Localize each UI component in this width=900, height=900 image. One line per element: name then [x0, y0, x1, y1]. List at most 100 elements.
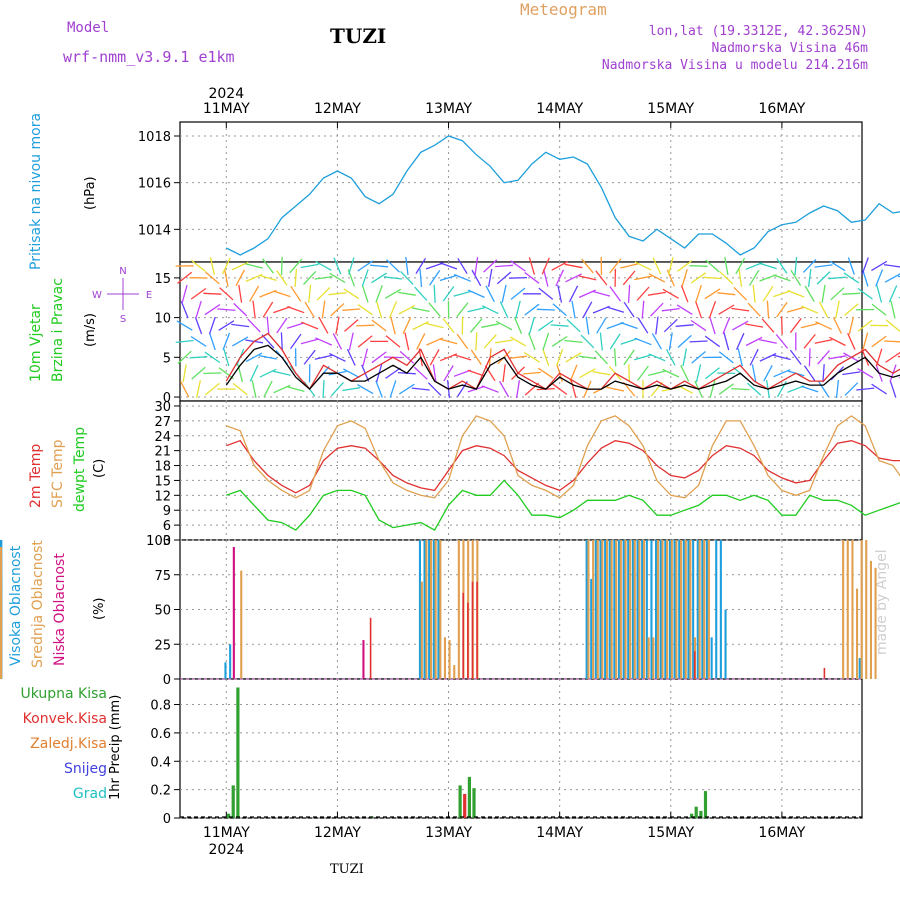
wind-arrow	[663, 318, 678, 333]
wind-arrow	[748, 269, 760, 286]
wind-arrow	[690, 319, 707, 332]
cloud-bar-0	[604, 540, 607, 679]
wind-arrow	[842, 292, 861, 295]
wind-arrow	[232, 382, 248, 396]
cloud-bar-0	[590, 578, 593, 679]
wind-arrow	[800, 385, 819, 393]
wind-arrow	[578, 355, 597, 360]
wind-arrow	[204, 382, 220, 396]
cloud-bar-0	[224, 662, 227, 679]
wind-arrow	[344, 319, 359, 332]
wind-arrow	[404, 332, 410, 351]
wind-arrow	[622, 270, 636, 286]
wind-arrow	[261, 334, 275, 349]
date-label-bottom: 14MAY	[536, 825, 583, 841]
wind-arrow	[871, 383, 888, 395]
wind-arrow	[383, 276, 402, 280]
wind-arrow	[194, 316, 203, 335]
wind-arrow	[668, 332, 673, 351]
wind-arrow	[287, 305, 305, 314]
wind-arrow	[776, 258, 788, 274]
cloud-bar-1	[707, 540, 710, 679]
wind-arrow	[652, 257, 662, 275]
wind-arrow	[885, 319, 900, 332]
cloud-bar-0	[627, 540, 630, 679]
cloud-bar-1	[865, 540, 868, 679]
wind-arrow	[348, 332, 354, 351]
wind-arrow	[661, 307, 680, 312]
cloud-bar-1	[240, 570, 243, 679]
wind-arrow	[627, 284, 631, 303]
wind-arrow	[273, 306, 291, 314]
wind-arrow	[371, 319, 387, 332]
pressure-series-0	[226, 135, 900, 256]
y-tick-label: 0.8	[150, 699, 171, 714]
y-tick-label: 15	[154, 272, 171, 287]
wind-arrow	[195, 380, 202, 399]
wind-arrow	[276, 270, 288, 286]
y-tick-label: 1018	[138, 130, 171, 145]
cloud-bar-1	[860, 540, 863, 679]
wind-arrow	[695, 364, 702, 383]
cloud-bar-1	[610, 540, 613, 679]
wind-arrow	[538, 287, 554, 300]
y-tick-label: 75	[154, 569, 171, 584]
cloud-bar-1	[592, 540, 595, 679]
panel-frame-precip	[179, 678, 863, 819]
wind-arrow	[375, 380, 383, 398]
wind-arrow	[847, 332, 856, 350]
cloud-bar-0	[423, 540, 426, 679]
wind-arrow	[513, 317, 523, 335]
model-name: wrf-nmm_v3.9.1 e1km	[63, 48, 235, 66]
wind-arrow	[252, 300, 256, 319]
cloud-bar-0	[682, 540, 685, 679]
cloud-bar-0	[705, 540, 708, 679]
wind-arrow	[818, 301, 829, 318]
wind-arrow	[829, 260, 846, 272]
wind-arrow	[790, 269, 802, 286]
wind-arrow	[304, 301, 315, 318]
wind-arrow	[637, 365, 649, 381]
wind-arrow	[580, 334, 595, 349]
precip-bar	[703, 791, 708, 818]
panel-frame-pressure	[179, 121, 863, 263]
cloud-bar-1	[420, 581, 423, 679]
wind-arrow	[655, 316, 659, 335]
wind-arrow	[499, 380, 510, 398]
cloud-bar-1	[684, 540, 687, 679]
wind-arrow	[419, 268, 423, 287]
wind-arrow	[666, 269, 675, 287]
wind-arrow	[579, 368, 596, 379]
y-tick-label: 0	[163, 812, 171, 827]
wind-arrow	[585, 316, 590, 335]
compass-n-label: N	[119, 266, 126, 277]
wind-arrow	[402, 317, 412, 334]
wind-arrow	[289, 258, 303, 274]
wind-arrow	[745, 323, 764, 328]
y-tick-label: 18	[154, 460, 171, 475]
wind-arrow	[280, 332, 283, 351]
cloud-bar-0	[618, 540, 621, 679]
wind-arrow	[495, 320, 513, 331]
wind-arrow	[510, 287, 526, 300]
wind-arrow	[829, 336, 846, 347]
wind-arrow	[425, 322, 444, 329]
cloud-bar-0	[636, 540, 639, 679]
wind-arrow	[815, 321, 832, 330]
wind-arrow	[217, 308, 236, 312]
wind-arrow	[474, 257, 479, 275]
wind-arrow	[705, 259, 720, 273]
wind-arrow	[528, 332, 536, 351]
wind-arrow	[176, 320, 193, 331]
cloud-bar-1	[0, 547, 3, 679]
wind-arrow	[400, 270, 414, 285]
cloud-bar-1	[869, 560, 872, 679]
model-elevation-label: Nadmorska Visina u modelu 214.216m	[601, 58, 868, 73]
wind-arrow	[204, 304, 221, 316]
wind-arrow	[759, 274, 777, 282]
cloud-bar-0	[701, 540, 704, 679]
wind-arrow	[413, 366, 428, 380]
wind-arrow	[773, 274, 791, 282]
y-tick-label: 3	[163, 534, 171, 549]
